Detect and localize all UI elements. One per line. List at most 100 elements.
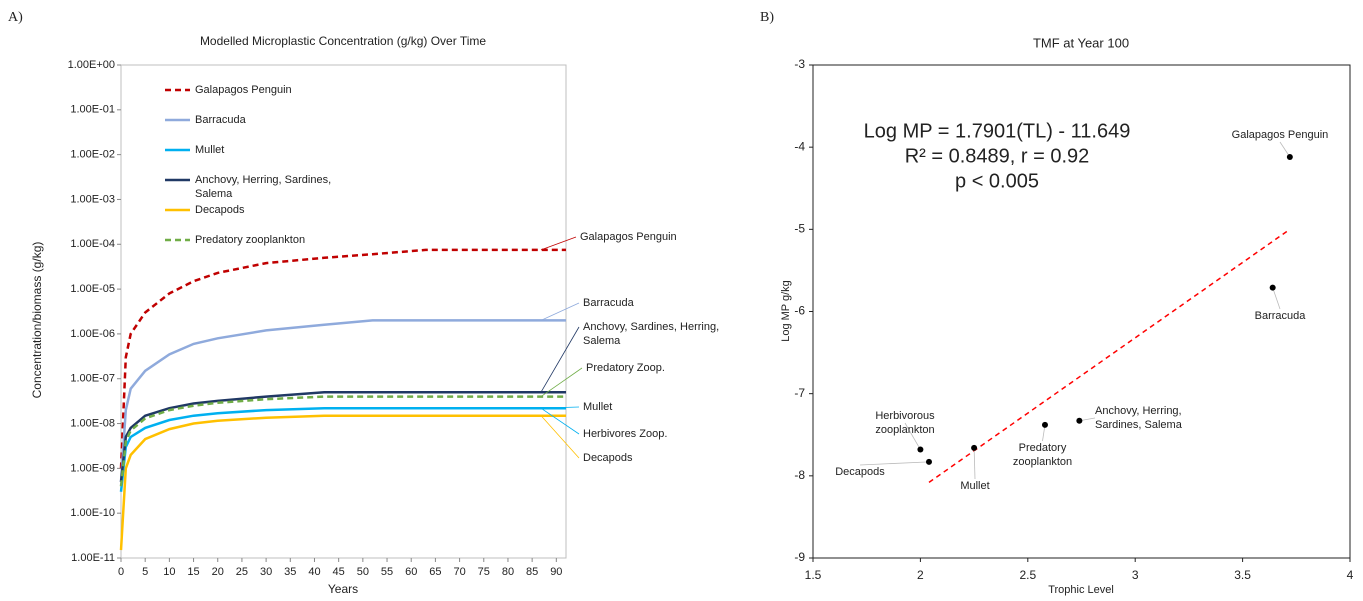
x-tick-label: 2 xyxy=(917,568,924,582)
legend-label-box: Mullet xyxy=(195,144,225,156)
annotation-box: Predatory Zoop. xyxy=(586,362,665,374)
x-tick-label: 75 xyxy=(478,566,490,578)
y-tick-label: 1.00E-04 xyxy=(70,238,115,250)
y-tick-label: 1.00E-10 xyxy=(70,507,115,519)
x-tick-label: 3 xyxy=(1132,568,1139,582)
point-label: Mullet xyxy=(960,480,990,492)
point-label: Galapagos Penguin xyxy=(1231,129,1329,141)
leader-line xyxy=(540,326,580,393)
annotation: Mullet xyxy=(583,401,613,413)
panel-label: A) xyxy=(8,10,23,25)
point xyxy=(1286,154,1293,161)
annotation-box: Mullet xyxy=(583,401,613,413)
x-tick-label: 90 xyxy=(550,566,562,578)
leader-line xyxy=(540,406,580,409)
point-label: Anchovy, Herring, Sardines, Salema xyxy=(1095,405,1182,431)
y-tick-label: -9 xyxy=(794,550,805,564)
point xyxy=(1269,284,1276,291)
leader-line xyxy=(540,415,580,459)
point-label-box: Mullet xyxy=(960,480,990,492)
x-tick-label: 20 xyxy=(212,566,224,578)
y-tick-label: 1.00E-08 xyxy=(70,417,115,429)
series-line xyxy=(119,414,566,551)
y-tick-label: 1.00E-06 xyxy=(70,328,115,340)
trendline xyxy=(928,228,1291,484)
annotation-box: Decapods xyxy=(583,452,633,464)
x-tick-label: 35 xyxy=(284,566,296,578)
annotation-box: Herbivores Zoop. xyxy=(583,428,668,440)
equation: Log MP = 1.7901(TL) - 11.649 xyxy=(864,120,1131,142)
series-line xyxy=(119,390,566,483)
x-tick-label: 65 xyxy=(429,566,441,578)
y-tick-label: 1.00E-09 xyxy=(70,462,115,474)
x-tick-label: 30 xyxy=(260,566,272,578)
legend-label-box: Decapods xyxy=(195,204,245,216)
series-line xyxy=(119,248,566,469)
point-label: Decapods xyxy=(835,466,885,478)
label-leader xyxy=(859,461,930,466)
annotation-box: Barracuda xyxy=(583,297,634,309)
x-tick-label: 10 xyxy=(163,566,175,578)
y-tick-label: 1.00E-03 xyxy=(70,193,115,205)
annotation: Herbivores Zoop. xyxy=(583,428,668,440)
y-tick-label: 1.00E-01 xyxy=(70,104,115,116)
panel-label: B) xyxy=(760,10,774,25)
chart-title: Modelled Microplastic Concentration (g/k… xyxy=(200,34,486,48)
point xyxy=(925,458,932,465)
leader-line xyxy=(540,236,577,251)
x-tick-label: 2.5 xyxy=(1019,568,1036,582)
x-tick-label: 3.5 xyxy=(1234,568,1251,582)
label-leader xyxy=(904,422,921,450)
x-axis-label: Years xyxy=(328,582,358,596)
series-line xyxy=(119,395,566,487)
y-tick-label: 1.00E+00 xyxy=(68,59,115,71)
leader-line xyxy=(540,302,580,321)
x-tick-label: 5 xyxy=(142,566,148,578)
x-tick-label: 15 xyxy=(187,566,199,578)
annotation-box: Galapagos Penguin xyxy=(580,231,677,243)
x-tick-label: 55 xyxy=(381,566,393,578)
point-label-box: Galapagos Penguin xyxy=(1231,129,1329,141)
point-label-box: Decapods xyxy=(835,466,885,478)
annotation: Galapagos Penguin xyxy=(580,231,677,243)
point xyxy=(1041,421,1048,428)
equation: p < 0.005 xyxy=(955,170,1039,192)
y-tick-label: 1.00E-07 xyxy=(70,373,115,385)
point-label-box: Barracuda xyxy=(1254,310,1306,322)
annotation: Barracuda xyxy=(583,297,634,309)
plot-frame xyxy=(120,64,567,559)
point-label: Herbivorous zooplankton xyxy=(875,410,935,436)
point-label: Predatory zooplankton xyxy=(1012,442,1073,468)
y-tick-label: -8 xyxy=(794,468,805,482)
annotation-box: Anchovy, Sardines, Herring, Salema xyxy=(583,321,720,347)
y-tick-label: -3 xyxy=(794,57,805,71)
legend-label: Galapagos Penguin xyxy=(195,84,292,96)
legend-label-box: Galapagos Penguin xyxy=(195,84,292,96)
legend-label-box: Anchovy, Herring, Sardines, Salema xyxy=(195,174,331,200)
leader-line xyxy=(540,407,580,435)
x-tick-label: 85 xyxy=(526,566,538,578)
y-tick-label: -5 xyxy=(794,222,805,236)
x-tick-label: 80 xyxy=(502,566,514,578)
x-tick-label: 60 xyxy=(405,566,417,578)
legend-label-box: Barracuda xyxy=(195,114,246,126)
point-label: Barracuda xyxy=(1254,310,1306,322)
y-tick-label: 1.00E-05 xyxy=(70,283,115,295)
x-tick-label: 4 xyxy=(1347,568,1354,582)
legend-label: Mullet xyxy=(195,144,225,156)
annotation: Anchovy, Sardines, Herring, Salema xyxy=(583,321,720,347)
series-line xyxy=(119,319,566,482)
equation: R² = 0.8489, r = 0.92 xyxy=(905,145,1090,167)
label-leader xyxy=(973,447,976,480)
x-tick-label: 1.5 xyxy=(805,568,822,582)
point xyxy=(917,446,924,453)
x-tick-label: 0 xyxy=(118,566,124,578)
label-leader xyxy=(1272,287,1281,310)
x-axis-label: Trophic Level xyxy=(1048,584,1114,596)
leader-line xyxy=(540,367,583,397)
x-tick-label: 40 xyxy=(308,566,320,578)
point xyxy=(971,444,978,451)
y-axis-label: Log MP g/kg xyxy=(780,280,792,342)
series-line xyxy=(119,406,566,492)
